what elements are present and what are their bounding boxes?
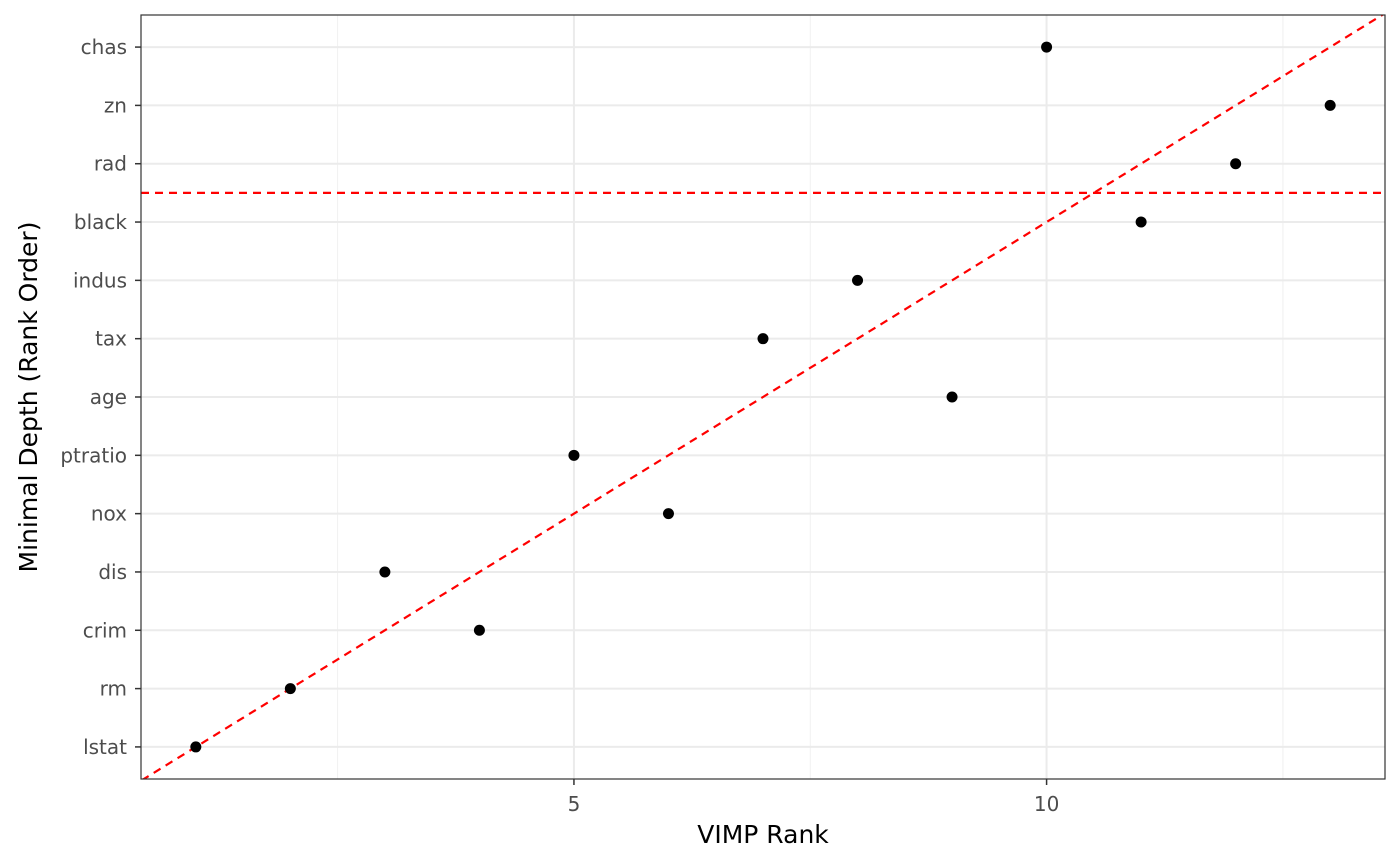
data-point-tax — [757, 333, 769, 345]
y-tick-label-nox: nox — [91, 502, 127, 526]
data-point-dis — [379, 566, 391, 578]
data-point-ptratio — [568, 449, 580, 461]
x-axis: 5 10 — [568, 779, 1059, 816]
x-tick-label: 10 — [1034, 792, 1059, 816]
data-point-lstat — [190, 741, 202, 753]
y-tick-label-lstat: lstat — [83, 735, 127, 759]
x-tick-label: 5 — [568, 792, 581, 816]
y-tick-label-ptratio: ptratio — [60, 443, 127, 467]
data-point-chas — [1041, 41, 1053, 53]
data-point-nox — [662, 508, 674, 520]
data-point-zn — [1324, 99, 1336, 111]
data-point-crim — [473, 624, 485, 636]
data-point-rm — [284, 683, 296, 695]
diagonal-reference-line — [141, 15, 1385, 779]
y-tick-label-chas: chas — [81, 35, 127, 59]
y-tick-label-tax: tax — [95, 327, 127, 351]
y-axis: lstat rm crim dis nox ptratio age tax indus black… — [60, 35, 141, 759]
y-tick-label-age: age — [90, 385, 127, 409]
y-tick-label-rm: rm — [100, 677, 127, 701]
data-point-rad — [1230, 158, 1242, 170]
data-point-indus — [852, 274, 864, 286]
x-axis-title: VIMP Rank — [697, 820, 829, 849]
data-point-black — [1135, 216, 1147, 228]
y-tick-label-dis: dis — [98, 560, 127, 584]
y-tick-label-black: black — [74, 210, 128, 234]
data-point-age — [946, 391, 958, 403]
y-tick-label-indus: indus — [73, 268, 127, 292]
reference-lines — [141, 15, 1385, 779]
data-points — [190, 41, 1336, 753]
y-tick-label-zn: zn — [104, 93, 127, 117]
y-tick-label-rad: rad — [94, 152, 127, 176]
y-tick-label-crim: crim — [83, 618, 127, 642]
y-axis-title: Minimal Depth (Rank Order) — [14, 222, 43, 573]
